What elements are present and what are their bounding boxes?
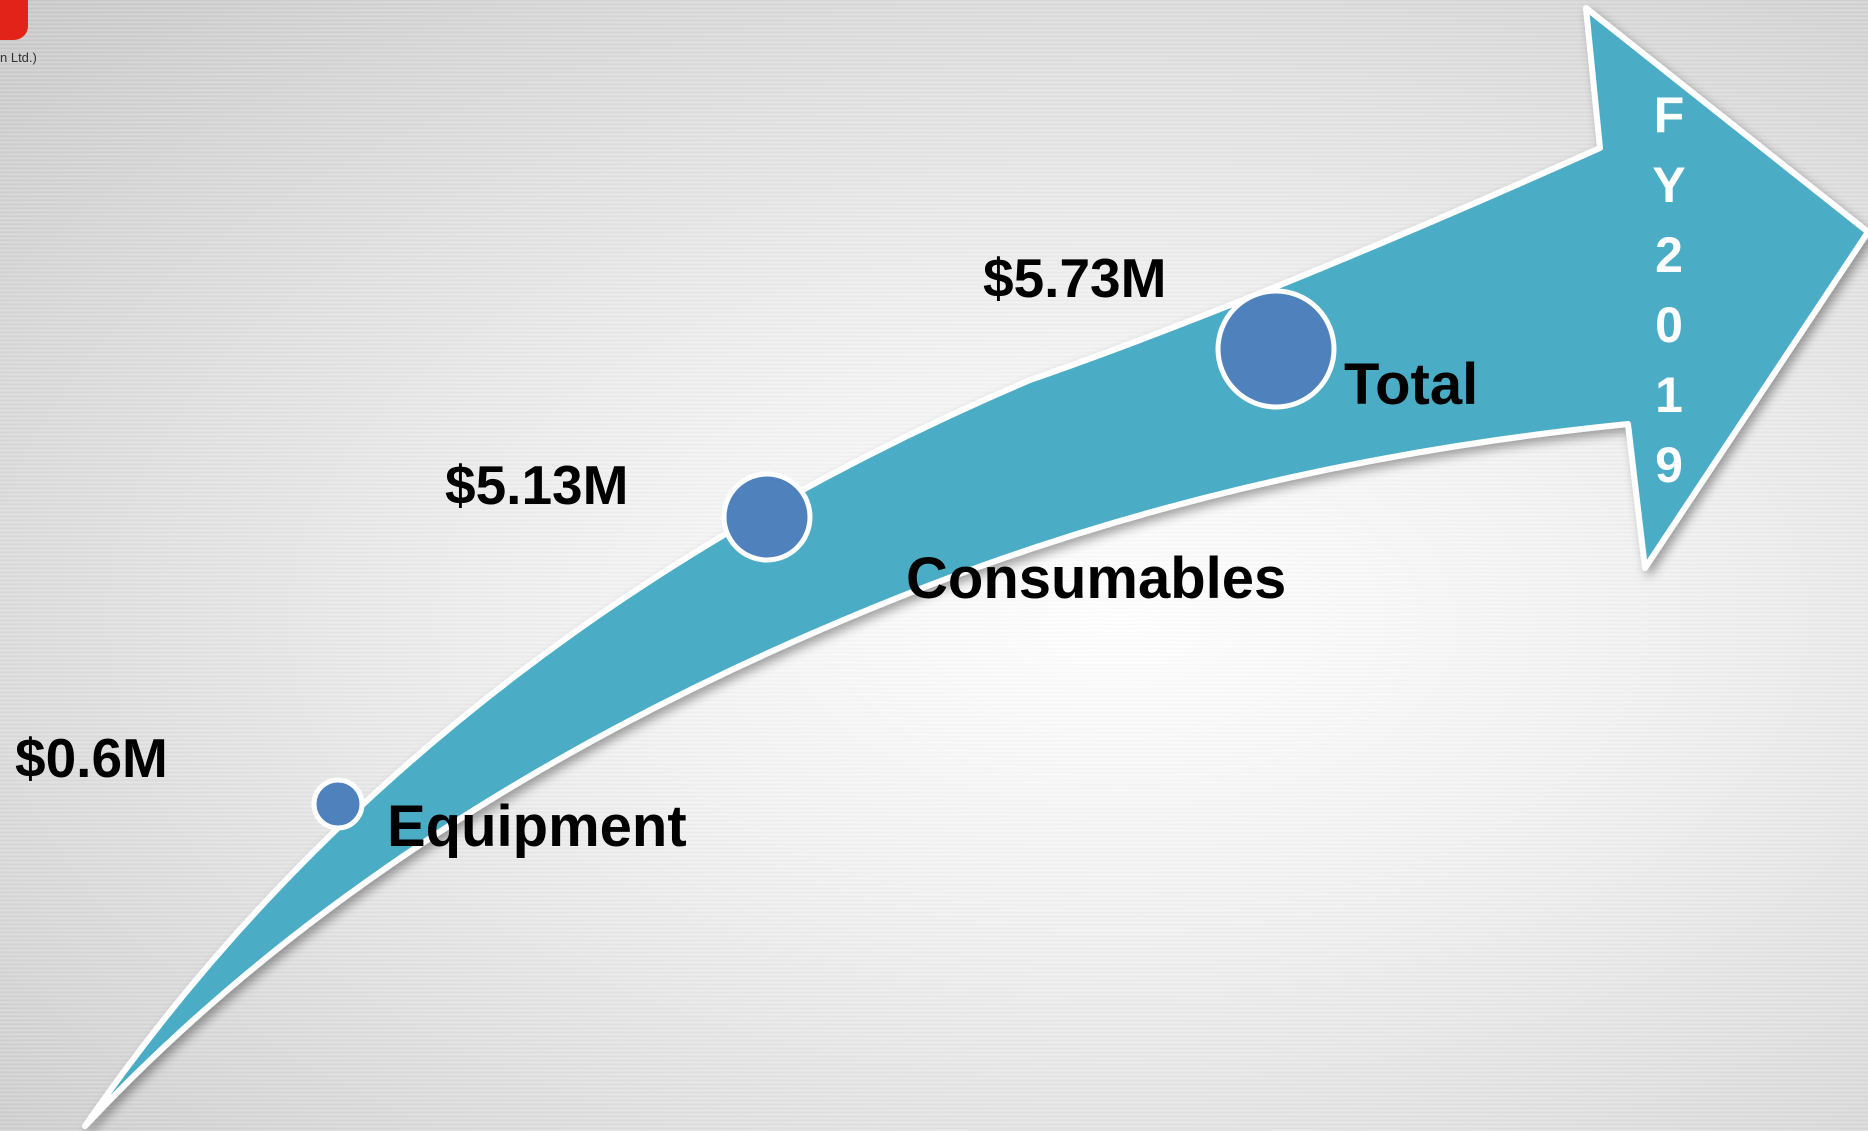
- logo-tagline: n Ltd.): [0, 50, 37, 65]
- consumables-value: $5.13M: [445, 454, 628, 516]
- equipment-marker: [311, 777, 365, 831]
- company-logo: n Ltd.): [0, 0, 60, 70]
- consumables-label: Consumables: [906, 546, 1286, 611]
- year-character: 1: [1655, 367, 1683, 423]
- year-character: Y: [1652, 157, 1685, 213]
- curved-arrow: [82, 5, 1868, 1129]
- year-character: 2: [1655, 227, 1683, 283]
- equipment-label: Equipment: [387, 794, 687, 859]
- year-character: 0: [1655, 297, 1683, 353]
- year-character: F: [1654, 87, 1685, 143]
- consumables-marker: [721, 471, 813, 563]
- total-marker: [1215, 288, 1337, 410]
- logo-mark: [0, 0, 28, 40]
- total-label: Total: [1344, 352, 1478, 417]
- total-value: $5.73M: [983, 247, 1166, 309]
- year-character: 9: [1655, 437, 1683, 493]
- equipment-value: $0.6M: [15, 727, 168, 789]
- fiscal-year-vertical-label: FY 2 0 1 9: [1652, 87, 1685, 493]
